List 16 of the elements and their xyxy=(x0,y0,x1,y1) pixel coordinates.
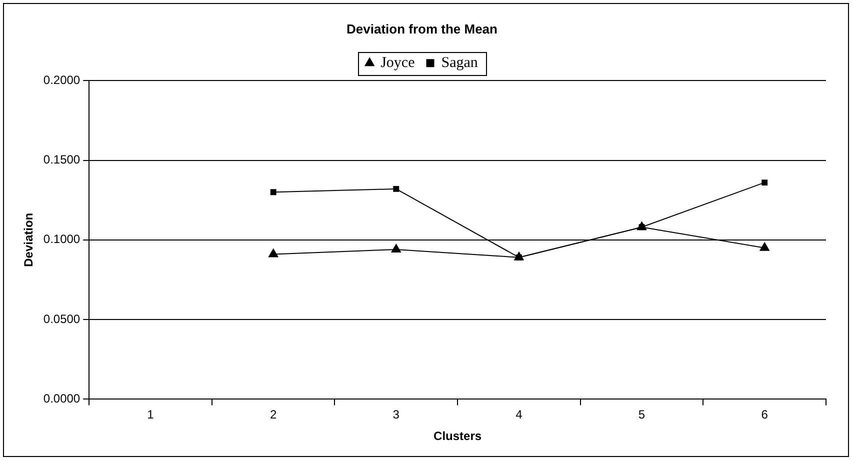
x-axis-title: Clusters xyxy=(434,429,482,444)
x-tick-label: 2 xyxy=(270,408,277,422)
x-tick-label: 1 xyxy=(147,408,154,422)
y-tick-label: 0.0500 xyxy=(43,312,80,326)
y-tick-label: 0.0000 xyxy=(43,392,80,406)
y-axis-title: Deviation xyxy=(22,212,36,267)
x-tick-label: 6 xyxy=(761,408,768,422)
x-tick-label: 4 xyxy=(516,408,523,422)
x-tick-label: 3 xyxy=(392,408,400,422)
legend-label: Joyce xyxy=(380,55,416,72)
y-tick-label: 0.2000 xyxy=(43,72,80,87)
y-tick-label: 0.1000 xyxy=(43,232,80,246)
chart-title: Deviation from the Mean xyxy=(346,21,498,36)
legend-label: Sagan xyxy=(441,55,478,72)
x-tick-label: 5 xyxy=(638,408,646,422)
y-tick-label: 0.1500 xyxy=(43,152,80,167)
